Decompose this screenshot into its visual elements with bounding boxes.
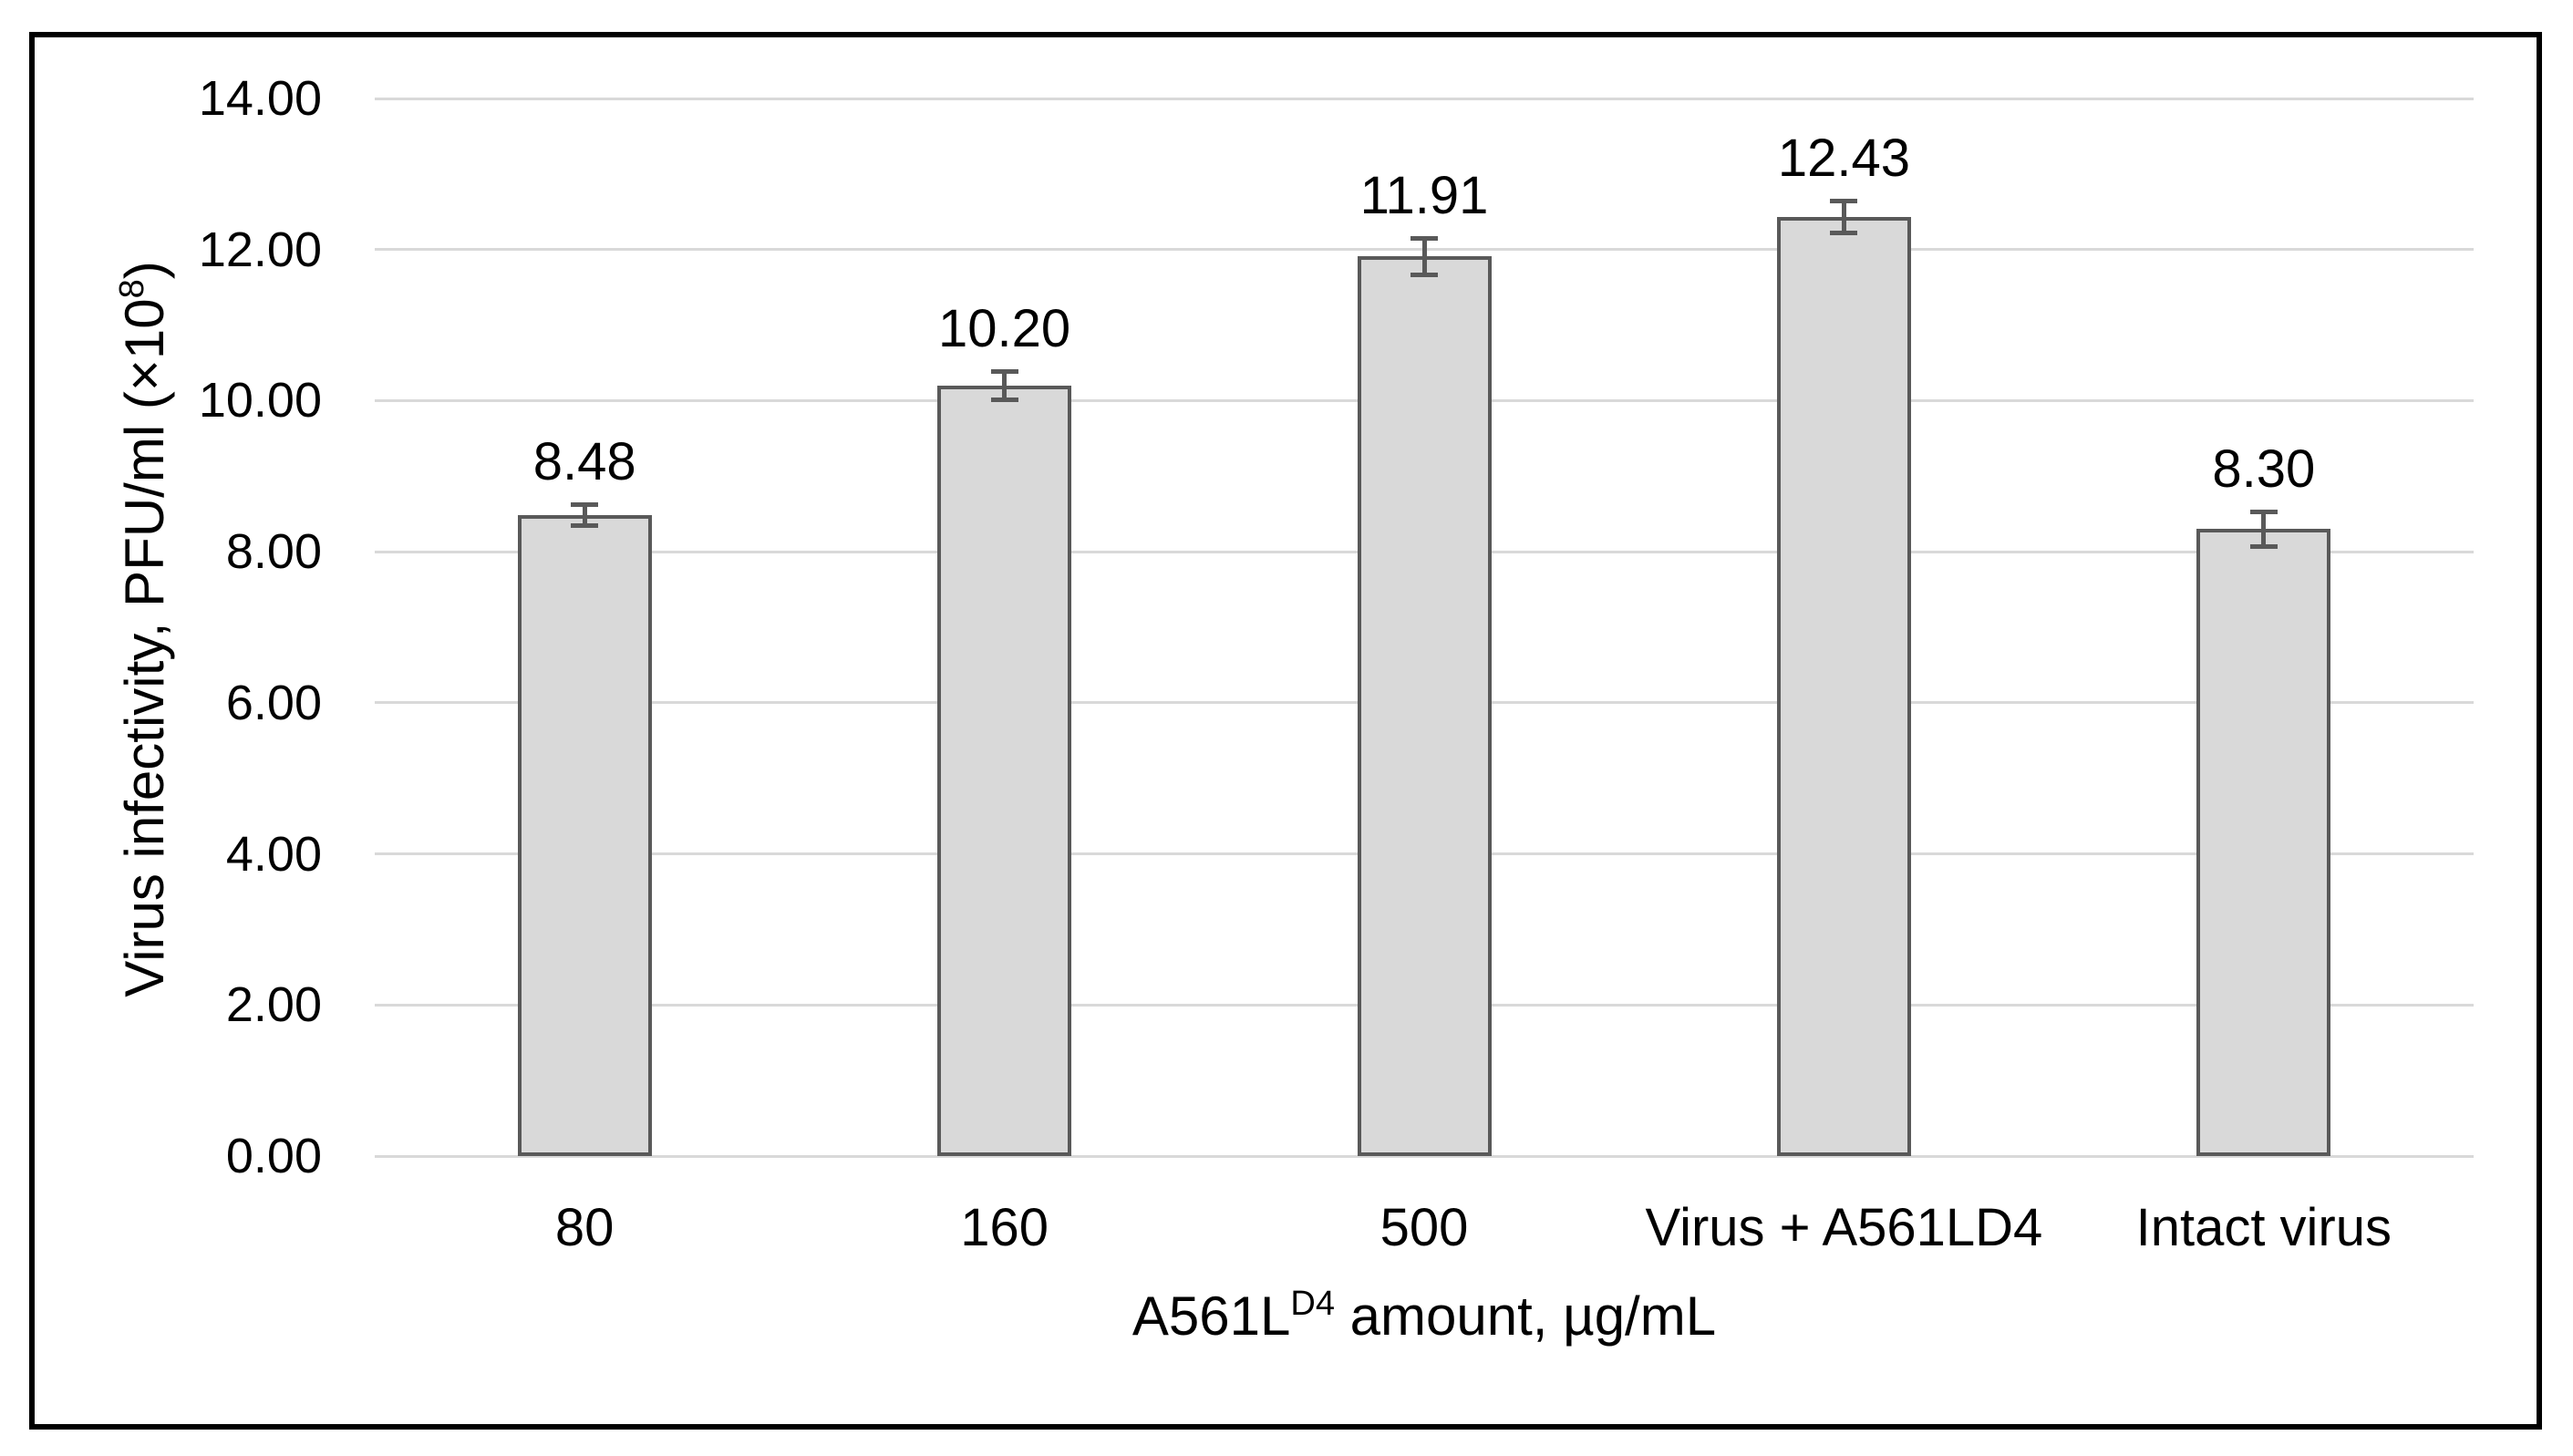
error-bar-line <box>2261 509 2267 549</box>
error-bar-top-cap <box>1830 199 1858 204</box>
bar-value-label: 11.91 <box>1359 165 1489 225</box>
y-tick-label: 0.00 <box>225 1129 322 1183</box>
x-tick-label: Virus + A561LD4 <box>1645 1198 2043 1257</box>
y-tick-label: 2.00 <box>225 977 322 1033</box>
bar <box>2196 529 2331 1156</box>
y-tick-label: 14.00 <box>198 71 322 126</box>
bar <box>1776 217 1911 1156</box>
error-bar-bottom-cap <box>2249 543 2278 549</box>
y-axis-tick-labels: 0.00 2.00 4.00 6.00 8.00 10.00 12.00 14.00 <box>0 0 322 1456</box>
gridline <box>375 97 2474 100</box>
x-axis-title-text: A561L <box>1132 1286 1291 1347</box>
chart-frame <box>29 32 2542 1430</box>
y-tick-label: 4.00 <box>225 826 322 882</box>
bar-value-label: 8.48 <box>532 432 636 492</box>
bar <box>517 515 652 1156</box>
bar <box>1357 256 1492 1156</box>
error-bar-bottom-cap <box>1830 230 1858 235</box>
error-bar-bottom-cap <box>571 523 599 529</box>
error-bar-top-cap <box>571 502 599 508</box>
bar <box>937 385 1072 1156</box>
x-tick-label: 160 <box>960 1198 1049 1257</box>
y-tick-label: 6.00 <box>225 675 322 730</box>
error-bar-line <box>1841 199 1846 235</box>
y-tick-label: 8.00 <box>225 524 322 580</box>
error-bar-bottom-cap <box>990 398 1018 403</box>
y-tick-label: 10.00 <box>198 373 322 429</box>
y-tick-label: 12.00 <box>198 222 322 277</box>
x-axis-title-superscript: D4 <box>1290 1285 1335 1323</box>
x-axis-title: A561LD4 amount, µg/mL <box>1132 1284 1716 1357</box>
x-tick-label: 500 <box>1380 1198 1469 1257</box>
error-bar-top-cap <box>2249 509 2278 514</box>
bar-value-label: 12.43 <box>1777 129 1910 189</box>
error-bar-top-cap <box>1410 235 1438 241</box>
x-tick-label: Intact virus <box>2135 1198 2392 1257</box>
bar-value-label: 10.20 <box>938 298 1071 358</box>
x-tick-label: 80 <box>554 1198 615 1257</box>
bar-value-label: 8.30 <box>2212 439 2316 499</box>
x-axis-title-rest: amount, µg/mL <box>1334 1286 1717 1347</box>
plot-area: 8.48 10.20 11.91 12.43 8.30 <box>375 97 2474 1158</box>
error-bar-line <box>1421 235 1427 277</box>
error-bar-top-cap <box>990 368 1018 374</box>
gridline <box>375 1154 2474 1158</box>
error-bar-line <box>1002 368 1008 403</box>
error-bar-line <box>582 502 587 529</box>
error-bar-bottom-cap <box>1410 272 1438 277</box>
